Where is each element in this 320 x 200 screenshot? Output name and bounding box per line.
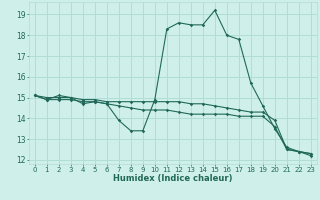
X-axis label: Humidex (Indice chaleur): Humidex (Indice chaleur) <box>113 174 233 183</box>
